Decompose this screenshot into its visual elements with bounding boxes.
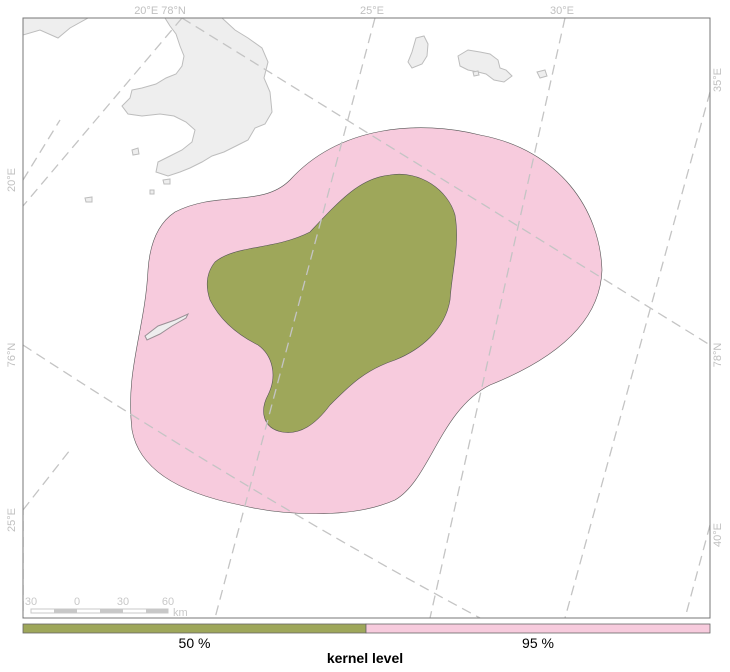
legend-title: kernel level — [326, 650, 404, 666]
graticule-meridian-30e — [429, 18, 566, 618]
graticule — [23, 18, 710, 618]
scale-tick-label: 30 — [25, 596, 37, 608]
land-islet-1 — [536, 69, 548, 79]
top-label-20e-78n: 20°E 78°N — [134, 5, 186, 17]
map-frame — [22, 17, 711, 619]
left-label-20e: 20°E — [6, 168, 18, 192]
right-label-40e: 40°E — [712, 523, 724, 547]
legend-label-50: 50 % — [178, 635, 211, 651]
legend-bar — [22, 623, 711, 634]
graticule-parallel-left-mid — [23, 119, 61, 181]
legend-label-95: 95 % — [522, 635, 554, 651]
land-islet-2 — [472, 70, 480, 77]
graticule-meridian-35e — [564, 91, 710, 618]
scale-unit-label: km — [173, 607, 188, 619]
kernel-50-polygon — [206, 173, 457, 433]
graticule-parallel-76n — [23, 344, 481, 618]
right-label-35e: 35°E — [712, 68, 724, 92]
land-islet-3 — [131, 147, 140, 156]
land-islet-5 — [84, 196, 93, 203]
left-label-76n: 76°N — [6, 343, 18, 368]
land-bear-island — [144, 312, 190, 341]
scale-tick-label: 60 — [162, 596, 174, 608]
top-label-25e: 25°E — [360, 5, 384, 17]
legend-swatch-95 — [365, 623, 711, 634]
land-edgeoya-barentsoya — [121, 18, 273, 177]
top-label-30e: 30°E — [550, 5, 574, 17]
land-islet-6 — [149, 189, 155, 195]
right-label-78n: 78°N — [712, 343, 724, 368]
scale-bar: 30 0 30 60 km — [25, 596, 188, 619]
graticule-parallel-78n — [181, 18, 710, 346]
land-svalbard — [23, 18, 548, 203]
graticule-meridian-25e — [214, 18, 376, 618]
graticule-meridian-20e — [23, 18, 183, 207]
left-label-25e: 25°E — [6, 508, 18, 532]
graticule-meridian-40e — [684, 524, 710, 618]
legend-swatch-50 — [22, 623, 367, 634]
scale-tick-label: 0 — [74, 596, 80, 608]
scale-tick-label: 30 — [117, 596, 129, 608]
graticule-labels: 20°E 78°N 25°E 30°E 35°E 78°N 40°E 20°E … — [6, 5, 724, 547]
graticule-parallel-left-low — [23, 449, 71, 511]
land-west-spitsbergen — [23, 18, 90, 39]
land-kong-karls-east — [457, 49, 513, 83]
land-islet-4 — [162, 178, 171, 185]
land-kong-karls-west — [407, 35, 429, 69]
